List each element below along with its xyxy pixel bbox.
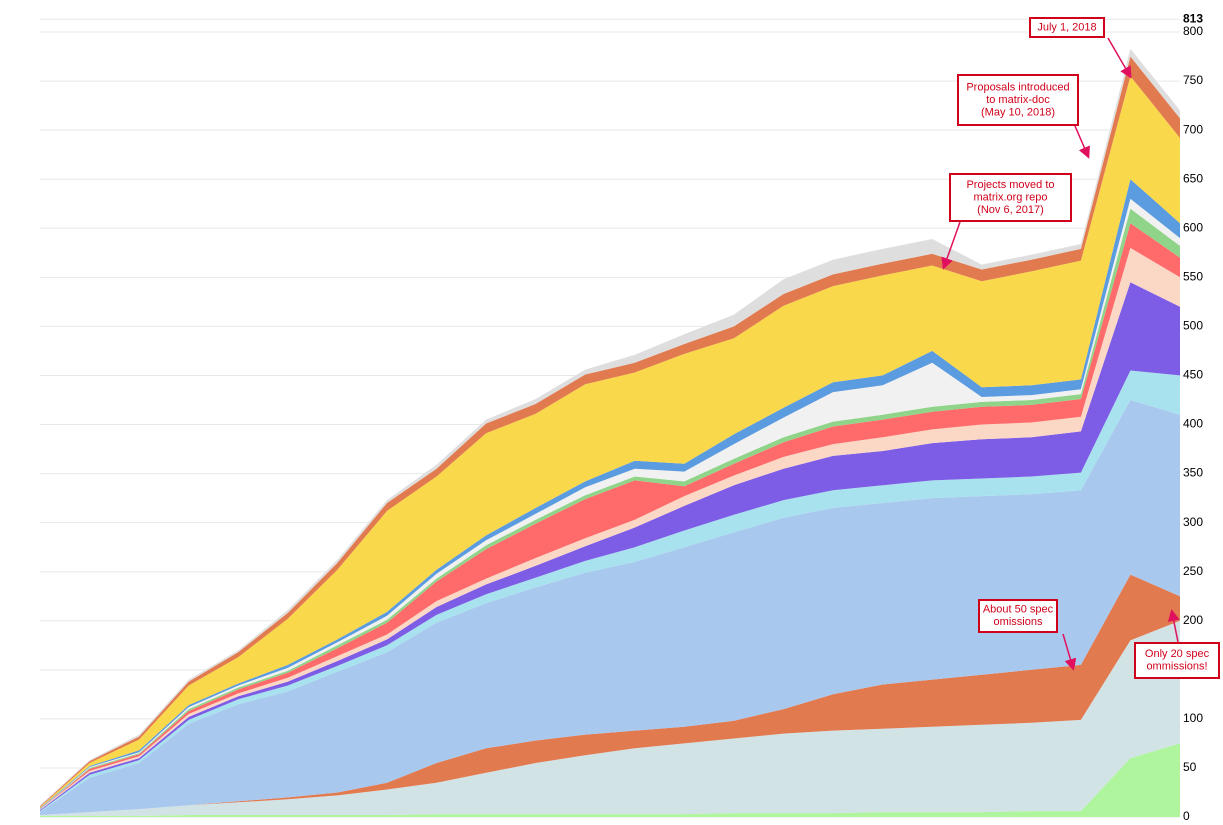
annotation-box xyxy=(957,74,1079,126)
annotation-text: matrix.org repo xyxy=(974,191,1048,203)
y-tick-label: 800 xyxy=(1183,24,1203,38)
y-tick-label: 750 xyxy=(1183,73,1203,87)
annotation-text: to matrix-doc xyxy=(986,94,1050,106)
annotation-text: (Nov 6, 2017) xyxy=(977,204,1044,216)
annotation-arrow xyxy=(1107,37,1132,79)
y-tick-label: 50 xyxy=(1183,760,1197,774)
annotation-text: Only 20 spec xyxy=(1145,648,1210,660)
y-tick-label: 600 xyxy=(1183,220,1203,234)
annotation-text: About 50 spec xyxy=(983,604,1054,616)
annotation-text: omissions xyxy=(994,616,1043,628)
annotation-box xyxy=(1134,642,1220,679)
area-layer xyxy=(40,574,1180,815)
y-tick-label: 500 xyxy=(1183,319,1203,333)
annotation-text: Projects moved to xyxy=(966,179,1054,191)
annotation-text: ommissions! xyxy=(1146,661,1207,673)
y-tick-label: 650 xyxy=(1183,171,1203,185)
annotation-arrow xyxy=(1062,633,1077,671)
y-tick-label: 100 xyxy=(1183,711,1203,725)
area-layer xyxy=(40,223,1180,810)
area-layer xyxy=(40,76,1180,809)
annotation-text: (May 10, 2018) xyxy=(981,106,1055,118)
y-tick-label: 200 xyxy=(1183,613,1203,627)
annotation-arrow xyxy=(941,221,961,270)
annotation-box xyxy=(1029,17,1105,38)
y-tick-label: 0 xyxy=(1183,809,1190,823)
area-layer xyxy=(40,282,1180,812)
y-tick-label: 700 xyxy=(1183,122,1203,136)
annotation-text: July 1, 2018 xyxy=(1037,21,1096,33)
y-tick-label: 400 xyxy=(1183,417,1203,431)
annotation-box xyxy=(978,599,1058,633)
y-tick-label: 350 xyxy=(1183,466,1203,480)
annotation-arrow xyxy=(1167,609,1180,643)
y-tick-label: 450 xyxy=(1183,368,1203,382)
area-layer xyxy=(40,400,1180,815)
y-tick-label: 813 xyxy=(1183,11,1203,25)
area-layer xyxy=(40,620,1180,816)
annotation-text: Proposals introduced xyxy=(966,81,1069,93)
y-tick-label: 300 xyxy=(1183,515,1203,529)
y-tick-label: 250 xyxy=(1183,564,1203,578)
y-tick-label: 550 xyxy=(1183,269,1203,283)
annotation-box xyxy=(949,173,1072,222)
annotation-arrow xyxy=(1074,125,1090,159)
